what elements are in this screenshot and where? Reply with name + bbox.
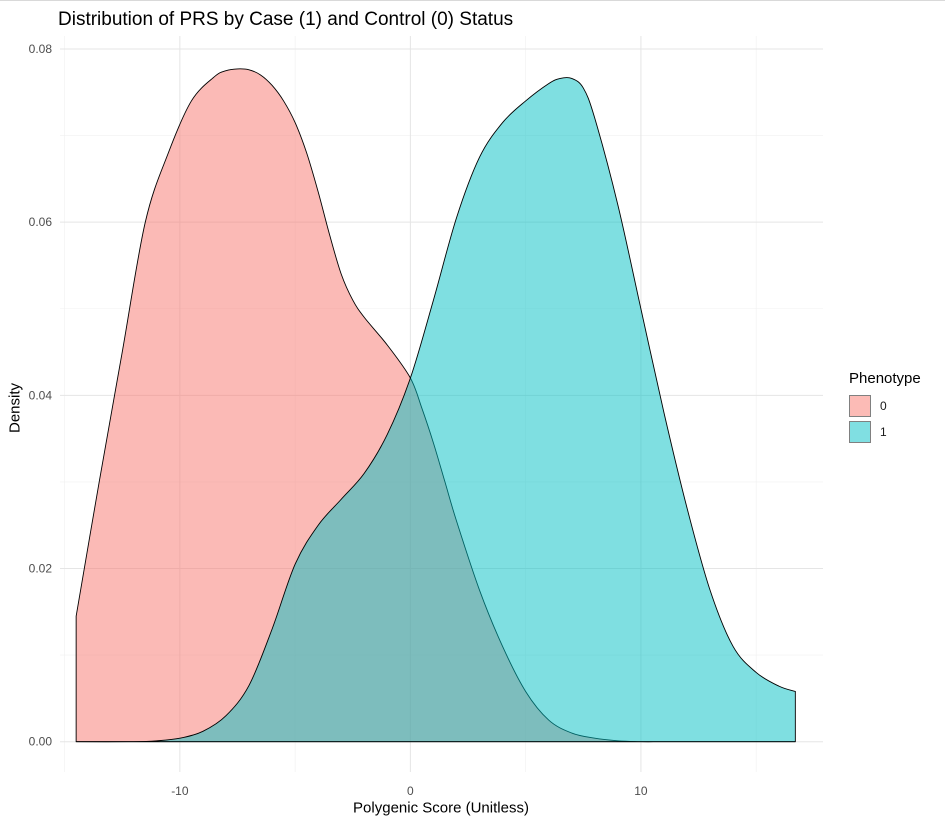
legend-key-1 — [849, 421, 871, 443]
density-areas — [75, 68, 796, 743]
legend: Phenotype 0 1 — [849, 370, 921, 445]
legend-item-1: 1 — [849, 419, 921, 445]
x-tick-label: 10 — [634, 784, 648, 798]
y-tick-label: 0.06 — [29, 215, 53, 229]
top-border — [0, 0, 945, 1]
x-tick-label: -10 — [171, 784, 189, 798]
y-tick-label: 0.08 — [29, 42, 53, 56]
y-tick-label: 0.00 — [29, 735, 53, 749]
legend-key-0 — [849, 395, 871, 417]
chart-title: Distribution of PRS by Case (1) and Cont… — [58, 9, 514, 30]
legend-item-0: 0 — [849, 393, 921, 419]
legend-label-1: 1 — [880, 425, 887, 439]
x-axis-label: Polygenic Score (Unitless) — [353, 799, 529, 817]
legend-label-0: 0 — [880, 399, 887, 413]
density-area-1 — [76, 77, 796, 743]
axis-ticks: 0.00 0.02 0.04 0.06 0.08 -10 0 10 — [29, 42, 648, 798]
legend-title: Phenotype — [849, 370, 921, 387]
y-tick-label: 0.04 — [29, 388, 53, 402]
x-tick-label: 0 — [407, 784, 414, 798]
y-tick-label: 0.02 — [29, 562, 53, 576]
